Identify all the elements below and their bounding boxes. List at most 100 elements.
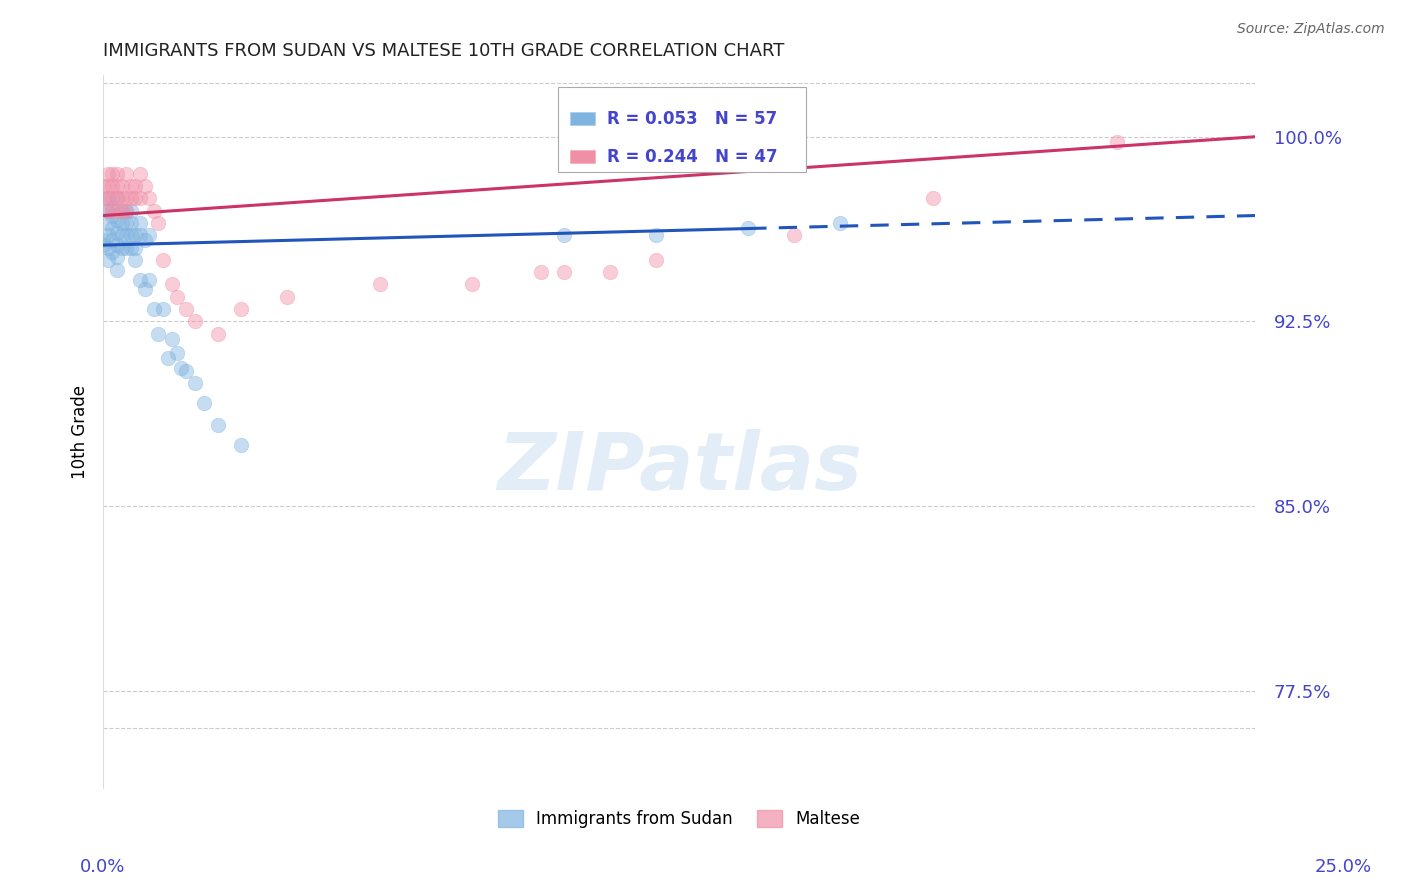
Point xyxy=(101,191,124,205)
Point xyxy=(105,191,128,205)
Point xyxy=(97,228,120,243)
Point xyxy=(174,302,197,317)
Point xyxy=(97,203,120,218)
Point xyxy=(105,191,128,205)
Point xyxy=(124,191,146,205)
Point xyxy=(120,216,142,230)
Point xyxy=(115,191,138,205)
Point xyxy=(170,361,193,376)
Point xyxy=(645,252,668,267)
Point xyxy=(110,203,132,218)
Point xyxy=(231,437,253,451)
Point xyxy=(276,290,298,304)
Point xyxy=(207,326,229,341)
Point xyxy=(921,191,943,205)
Text: 0.0%: 0.0% xyxy=(80,858,125,876)
Point xyxy=(134,233,156,247)
Point xyxy=(91,179,114,194)
Point xyxy=(101,233,124,247)
Point xyxy=(105,238,128,252)
Point xyxy=(553,228,575,243)
Point xyxy=(174,364,197,378)
Point xyxy=(105,179,128,194)
Point xyxy=(115,167,138,181)
Point xyxy=(166,346,188,360)
Point xyxy=(105,167,128,181)
Point xyxy=(129,167,152,181)
Point xyxy=(124,252,146,267)
Point xyxy=(148,326,170,341)
Point xyxy=(97,203,120,218)
Point xyxy=(105,213,128,227)
Point xyxy=(783,228,806,243)
Point xyxy=(120,228,142,243)
Point xyxy=(124,241,146,255)
Point xyxy=(105,262,128,277)
Point xyxy=(110,241,132,255)
Point xyxy=(115,216,138,230)
Point xyxy=(110,228,132,243)
Text: R = 0.244   N = 47: R = 0.244 N = 47 xyxy=(606,147,778,166)
Point xyxy=(530,265,553,279)
Point xyxy=(91,233,114,247)
Point xyxy=(162,332,184,346)
Point xyxy=(184,314,207,328)
Point xyxy=(115,203,138,218)
Point xyxy=(129,228,152,243)
Point xyxy=(110,216,132,230)
Point xyxy=(152,302,174,317)
Point xyxy=(115,228,138,243)
Point xyxy=(138,228,160,243)
Text: R = 0.053   N = 57: R = 0.053 N = 57 xyxy=(606,110,776,128)
Point xyxy=(110,203,132,218)
Point xyxy=(105,203,128,218)
Point xyxy=(101,201,124,215)
Point xyxy=(184,376,207,390)
Point xyxy=(129,272,152,286)
Point xyxy=(105,226,128,240)
Point xyxy=(97,252,120,267)
Point xyxy=(134,179,156,194)
Text: ZIPatlas: ZIPatlas xyxy=(496,429,862,507)
Point xyxy=(105,251,128,265)
Point xyxy=(830,216,852,230)
Point xyxy=(553,265,575,279)
Text: 25.0%: 25.0% xyxy=(1315,858,1371,876)
Point xyxy=(645,228,668,243)
Point xyxy=(91,191,114,205)
Text: IMMIGRANTS FROM SUDAN VS MALTESE 10TH GRADE CORRELATION CHART: IMMIGRANTS FROM SUDAN VS MALTESE 10TH GR… xyxy=(103,42,785,60)
Point xyxy=(120,191,142,205)
Point xyxy=(97,216,120,230)
Point xyxy=(148,216,170,230)
Point xyxy=(124,228,146,243)
Bar xyxy=(569,112,595,125)
Point xyxy=(142,203,165,218)
FancyBboxPatch shape xyxy=(558,87,806,171)
Text: Source: ZipAtlas.com: Source: ZipAtlas.com xyxy=(1237,22,1385,37)
Point xyxy=(120,179,142,194)
Point xyxy=(110,191,132,205)
Point xyxy=(737,220,759,235)
Point xyxy=(97,191,120,205)
Point xyxy=(231,302,253,317)
Point xyxy=(115,203,138,218)
Point xyxy=(1105,135,1128,149)
Point xyxy=(120,241,142,255)
Point xyxy=(162,277,184,292)
Legend: Immigrants from Sudan, Maltese: Immigrants from Sudan, Maltese xyxy=(491,803,868,834)
Point xyxy=(97,179,120,194)
Point xyxy=(97,191,120,205)
Y-axis label: 10th Grade: 10th Grade xyxy=(72,385,89,479)
Point xyxy=(91,238,114,252)
Point xyxy=(101,220,124,235)
Point xyxy=(115,241,138,255)
Point xyxy=(110,179,132,194)
Point xyxy=(138,191,160,205)
Point xyxy=(101,167,124,181)
Point xyxy=(461,277,484,292)
Point xyxy=(129,216,152,230)
Point xyxy=(134,282,156,296)
Point xyxy=(166,290,188,304)
Bar xyxy=(569,150,595,163)
Point xyxy=(124,179,146,194)
